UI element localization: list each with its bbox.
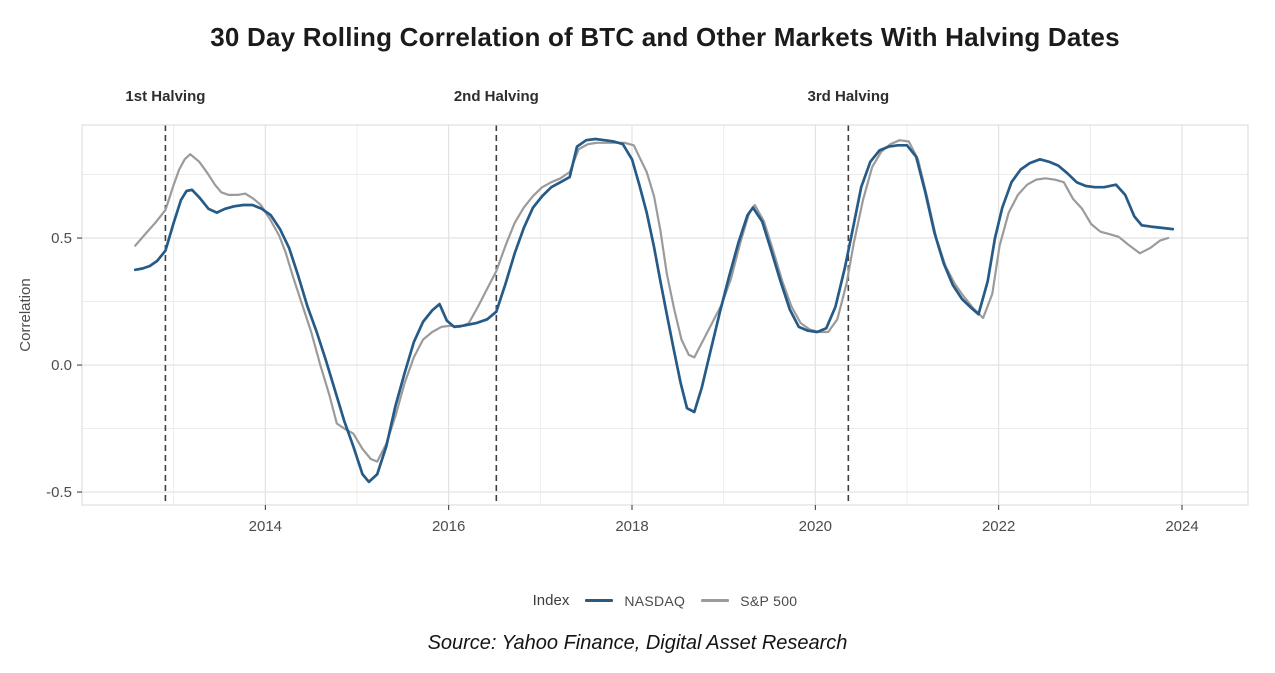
x-tick-label: 2018 [615,518,648,535]
x-tick-label: 2014 [249,518,282,535]
legend-item-sp500: S&P 500 [701,593,797,609]
halving-label-3: 3rd Halving [807,88,889,105]
x-tick-label: 2016 [432,518,465,535]
series-line-nasdaq [133,137,1175,484]
legend-label-nasdaq: NASDAQ [624,592,686,609]
y-tick-label: 0.0 [51,357,72,374]
panel-background [82,125,1248,505]
x-tick-label: 2024 [1165,518,1198,535]
chart-title: 30 Day Rolling Correlation of BTC and Ot… [210,22,1120,52]
y-tick-label: -0.5 [46,484,72,501]
y-tick-label: 0.5 [51,230,72,247]
panel-border [81,124,1249,506]
halving-label-1: 1st Halving [125,88,205,105]
y-axis-title: Correlation [17,278,34,351]
halving-label-2: 2nd Halving [454,88,539,105]
legend-item-nasdaq: NASDAQ [585,593,685,609]
chart-legend: Index NASDAQ S&P 500 [82,592,1248,609]
legend-label-sp500: S&P 500 [740,592,798,609]
series-line-sp500 [134,139,1170,463]
source-caption: Source: Yahoo Finance, Digital Asset Res… [427,632,848,654]
x-tick-label: 2020 [799,518,832,535]
sp500-line-swatch [701,599,730,602]
nasdaq-line-swatch [585,599,614,602]
legend-title: Index [532,592,570,609]
x-tick-label: 2022 [982,518,1015,535]
